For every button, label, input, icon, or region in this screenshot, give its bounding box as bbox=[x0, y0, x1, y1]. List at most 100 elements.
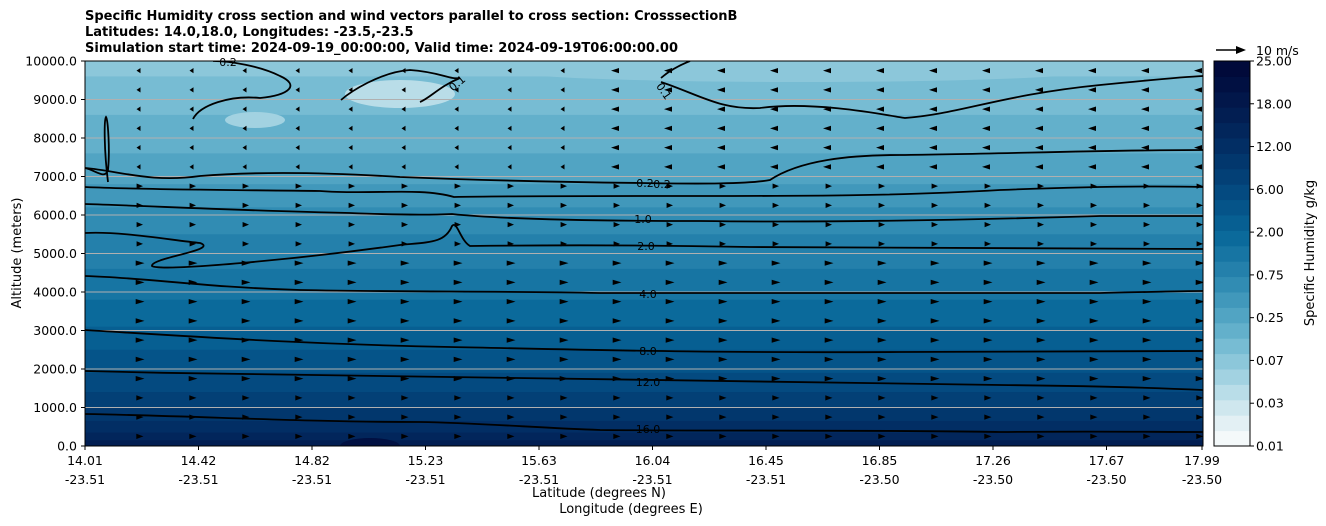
wind-arrow bbox=[347, 356, 357, 362]
wind-arrow bbox=[1194, 106, 1202, 112]
wind-arrow bbox=[1143, 222, 1150, 228]
wind-arrow bbox=[1090, 241, 1097, 247]
wind-arrow bbox=[295, 433, 303, 439]
wind-arrow bbox=[877, 279, 887, 285]
wind-arrow bbox=[400, 337, 410, 343]
wind-arrow bbox=[242, 87, 247, 93]
wind-arrow bbox=[1036, 279, 1046, 285]
wind-arrow bbox=[1088, 68, 1096, 74]
wind-arrow bbox=[189, 145, 194, 151]
wind-arrow bbox=[825, 395, 833, 401]
wind-arrow bbox=[401, 433, 409, 439]
wind-arrow bbox=[507, 183, 514, 189]
wind-arrow bbox=[348, 241, 355, 247]
wind-arrow bbox=[771, 279, 781, 285]
wind-arrow bbox=[136, 164, 141, 170]
wind-arrow bbox=[1037, 414, 1045, 420]
wind-arrow bbox=[295, 183, 302, 189]
wind-arrow bbox=[666, 183, 673, 189]
wind-arrow bbox=[1196, 241, 1203, 247]
wind-arrow bbox=[135, 299, 145, 305]
wind-arrow bbox=[823, 68, 831, 74]
wind-arrow bbox=[878, 183, 885, 189]
wind-arrow bbox=[188, 337, 198, 343]
wind-arrow bbox=[1196, 222, 1203, 228]
wind-arrow bbox=[984, 395, 992, 401]
y-tick-label: 4000.0 bbox=[33, 285, 77, 300]
wind-arrow bbox=[929, 68, 937, 74]
wind-arrow bbox=[876, 106, 884, 112]
wind-arrow bbox=[1036, 356, 1046, 362]
wind-arrow bbox=[1089, 318, 1099, 324]
colorbar-segment bbox=[1214, 322, 1250, 339]
wind-arrow bbox=[771, 337, 781, 343]
wind-arrow bbox=[824, 260, 834, 266]
wind-arrow bbox=[347, 299, 357, 305]
wind-arrow bbox=[507, 125, 512, 131]
wind-arrow bbox=[1036, 376, 1046, 382]
wind-arrow bbox=[348, 125, 353, 131]
wind-arrow bbox=[984, 183, 991, 189]
wind-arrow bbox=[877, 337, 887, 343]
wind-arrow bbox=[560, 414, 568, 420]
dry-pocket bbox=[225, 112, 285, 128]
colorbar-segment bbox=[1214, 199, 1250, 216]
wind-arrow bbox=[348, 222, 355, 228]
wind-arrow bbox=[984, 222, 991, 228]
wind-arrow bbox=[772, 395, 780, 401]
wind-arrow bbox=[348, 183, 355, 189]
wind-arrow bbox=[1089, 260, 1099, 266]
wind-arrow bbox=[612, 260, 622, 266]
wind-arrow bbox=[1142, 356, 1152, 362]
wind-arrow bbox=[718, 356, 728, 362]
humidity-fill bbox=[85, 61, 1203, 446]
wind-arrow bbox=[1088, 125, 1096, 131]
wind-arrow bbox=[1035, 68, 1043, 74]
colorbar-tick-label: 25.00 bbox=[1256, 54, 1292, 69]
wind-arrow bbox=[295, 241, 302, 247]
wind-arrow bbox=[1090, 222, 1097, 228]
wind-arrow bbox=[348, 414, 356, 420]
x-tick-label-lon: -23.50 bbox=[1086, 472, 1126, 487]
wind-arrow bbox=[506, 299, 516, 305]
wind-arrow bbox=[1089, 376, 1099, 382]
wind-arrow bbox=[401, 106, 406, 112]
y-tick-label: 3000.0 bbox=[33, 323, 77, 338]
y-tick-label: 1000.0 bbox=[33, 400, 77, 415]
wind-arrow bbox=[823, 87, 831, 93]
wind-arrow bbox=[189, 125, 194, 131]
wind-arrow bbox=[454, 183, 461, 189]
wind-arrow bbox=[770, 164, 778, 170]
y-tick-label: 0.0 bbox=[57, 439, 77, 454]
wind-arrow bbox=[294, 299, 304, 305]
wind-arrow bbox=[506, 356, 516, 362]
colorbar-segment bbox=[1214, 430, 1250, 447]
wind-arrow bbox=[717, 125, 725, 131]
wind-arrow bbox=[612, 318, 622, 324]
wind-vectors bbox=[135, 68, 1203, 439]
contour-label: 8.0 bbox=[639, 345, 657, 358]
wind-arrow bbox=[611, 87, 619, 93]
colorbar-tick-label: 6.00 bbox=[1256, 182, 1284, 197]
wind-arrow bbox=[1088, 145, 1096, 151]
wind-arrow bbox=[135, 260, 145, 266]
wind-arrow bbox=[718, 279, 728, 285]
wind-arrow bbox=[136, 241, 143, 247]
wind-arrow bbox=[400, 299, 410, 305]
colorbar-segment bbox=[1214, 245, 1250, 262]
wind-arrow bbox=[825, 222, 832, 228]
contour-line bbox=[85, 275, 1203, 295]
contour-line bbox=[85, 149, 1203, 185]
x-tick-label-lon: -23.51 bbox=[519, 472, 559, 487]
wind-arrow bbox=[1036, 299, 1046, 305]
colorbar-segment bbox=[1214, 399, 1250, 416]
wind-arrow bbox=[1143, 395, 1151, 401]
y-axis: 0.0 1000.0 2000.0 3000.0 4000.0 5000.0 6000.0 7… bbox=[25, 54, 85, 454]
wind-arrow bbox=[559, 260, 569, 266]
wind-arrow bbox=[717, 145, 725, 151]
wind-arrow bbox=[241, 356, 251, 362]
wind-arrow bbox=[1037, 202, 1044, 208]
wind-arrow bbox=[666, 395, 674, 401]
colorbar-segment bbox=[1214, 61, 1250, 77]
wind-arrow bbox=[454, 241, 461, 247]
